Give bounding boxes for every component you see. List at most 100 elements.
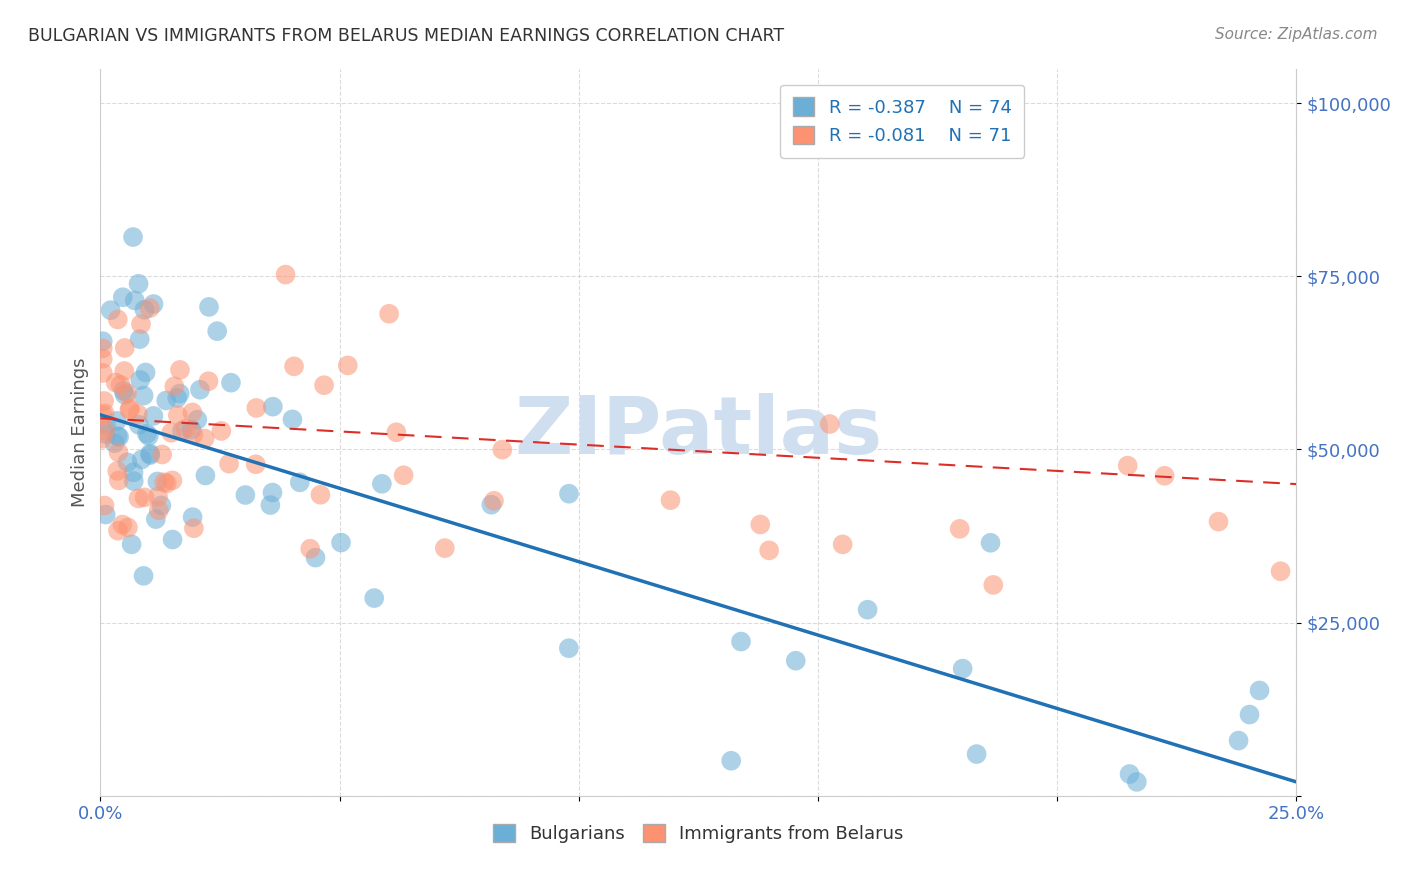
Point xyxy=(134,491,156,505)
Point xyxy=(91,334,114,349)
Point xyxy=(856,603,879,617)
Point xyxy=(952,662,974,676)
Point xyxy=(150,499,173,513)
Point xyxy=(479,498,502,512)
Point xyxy=(139,446,162,460)
Point xyxy=(1249,683,1271,698)
Point xyxy=(166,391,188,405)
Point xyxy=(281,412,304,426)
Point xyxy=(124,293,146,308)
Point xyxy=(93,393,115,408)
Point xyxy=(1227,733,1250,747)
Point xyxy=(91,432,114,446)
Point xyxy=(94,508,117,522)
Point xyxy=(831,537,853,551)
Point xyxy=(312,378,335,392)
Point xyxy=(1126,775,1149,789)
Text: BULGARIAN VS IMMIGRANTS FROM BELARUS MEDIAN EARNINGS CORRELATION CHART: BULGARIAN VS IMMIGRANTS FROM BELARUS MED… xyxy=(28,27,785,45)
Point xyxy=(433,541,456,555)
Point xyxy=(1208,515,1230,529)
Point xyxy=(749,517,772,532)
Point xyxy=(156,476,179,491)
Text: Source: ZipAtlas.com: Source: ZipAtlas.com xyxy=(1215,27,1378,42)
Point xyxy=(93,499,115,513)
Point xyxy=(91,366,114,380)
Point xyxy=(138,429,160,443)
Point xyxy=(245,401,267,415)
Point xyxy=(245,457,267,471)
Point xyxy=(107,474,129,488)
Point xyxy=(1239,707,1261,722)
Point xyxy=(818,417,841,431)
Point xyxy=(104,436,127,450)
Point xyxy=(980,536,1002,550)
Point xyxy=(104,376,127,390)
Point xyxy=(1153,468,1175,483)
Point xyxy=(659,493,682,508)
Point xyxy=(105,464,128,478)
Point xyxy=(122,466,145,480)
Point xyxy=(219,376,242,390)
Point xyxy=(720,754,742,768)
Point xyxy=(392,468,415,483)
Point xyxy=(371,476,394,491)
Point xyxy=(142,409,165,423)
Point xyxy=(135,426,157,441)
Point xyxy=(132,388,155,402)
Point xyxy=(111,517,134,532)
Point xyxy=(121,537,143,551)
Point xyxy=(117,520,139,534)
Point xyxy=(129,317,152,331)
Point xyxy=(139,448,162,462)
Point xyxy=(134,302,156,317)
Point xyxy=(283,359,305,374)
Point xyxy=(129,373,152,387)
Point xyxy=(110,377,132,392)
Point xyxy=(115,386,138,401)
Point xyxy=(181,405,204,419)
Point xyxy=(128,332,150,346)
Point xyxy=(166,409,188,423)
Point xyxy=(146,490,169,504)
Point xyxy=(94,427,117,442)
Point xyxy=(197,374,219,388)
Point xyxy=(181,427,204,442)
Point xyxy=(94,417,117,432)
Point xyxy=(114,341,136,355)
Y-axis label: Median Earnings: Median Earnings xyxy=(72,358,89,507)
Point xyxy=(155,393,177,408)
Point xyxy=(309,488,332,502)
Point xyxy=(785,654,807,668)
Point xyxy=(205,324,228,338)
Point xyxy=(1118,767,1140,781)
Point xyxy=(112,384,135,398)
Point xyxy=(107,429,129,443)
Point xyxy=(128,277,150,291)
Point xyxy=(169,386,191,401)
Point xyxy=(127,407,149,421)
Point xyxy=(128,417,150,432)
Point xyxy=(186,412,208,426)
Point xyxy=(107,312,129,326)
Point xyxy=(139,301,162,315)
Point xyxy=(153,475,176,490)
Point xyxy=(93,407,115,421)
Point xyxy=(122,474,145,488)
Point xyxy=(1116,458,1139,473)
Point xyxy=(262,400,284,414)
Point xyxy=(117,455,139,469)
Point xyxy=(491,442,513,457)
Point xyxy=(558,486,581,500)
Point xyxy=(758,543,780,558)
Point xyxy=(482,493,505,508)
Point xyxy=(183,521,205,535)
Point xyxy=(100,303,122,318)
Point xyxy=(949,522,972,536)
Point xyxy=(160,425,183,440)
Point xyxy=(194,468,217,483)
Point xyxy=(169,363,191,377)
Point xyxy=(91,351,114,366)
Point xyxy=(146,475,169,489)
Point xyxy=(235,488,257,502)
Point xyxy=(299,541,322,556)
